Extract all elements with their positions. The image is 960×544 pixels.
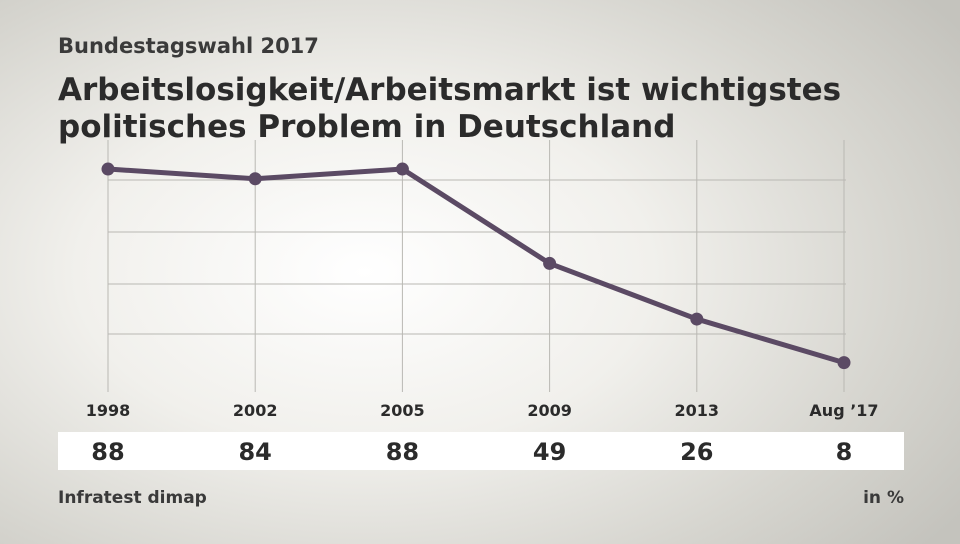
x-tick-label: 2002 [233,401,278,420]
series-line [105,166,847,366]
chart-title-line-1: Arbeitslosigkeit/Arbeitsmarkt ist wichti… [58,72,842,108]
unit-label: in % [863,488,904,508]
data-point [395,162,409,176]
data-point [543,256,557,270]
data-value-label: 88 [91,438,124,466]
data-value-label: 8 [836,438,853,466]
data-point [101,162,115,176]
x-tick-label: 1998 [86,401,131,420]
value-labels-bar [58,432,904,470]
data-value-label: 49 [533,438,566,466]
data-value-label: 88 [386,438,419,466]
data-point [690,312,704,326]
chart-title: Arbeitslosigkeit/Arbeitsmarkt ist wichti… [58,72,918,146]
data-value-label: 84 [238,438,271,466]
data-value-label: 26 [680,438,713,466]
x-tick-label: 2009 [527,401,572,420]
value-labels: 88 84 88 49 26 8 [91,438,852,466]
chart-kicker: Bundestagswahl 2017 [58,34,319,58]
chart-title-line-2: politisches Problem in Deutschland [58,109,676,145]
x-tick-label: Aug ’17 [809,401,878,420]
x-tick-label: 2013 [675,401,720,420]
x-tick-label: 2005 [380,401,425,420]
data-point [837,356,851,370]
data-point [248,172,262,186]
source-label: Infratest dimap [58,488,207,508]
